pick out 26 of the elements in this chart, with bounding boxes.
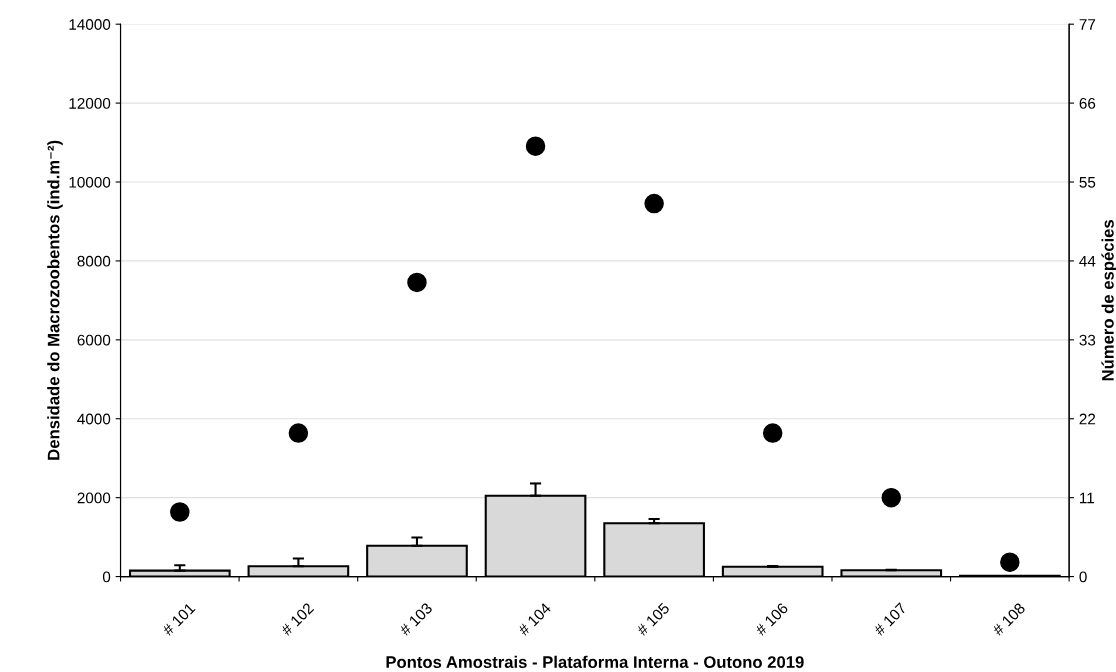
y-tick-label: 10000 [69,176,111,188]
x-tick-label: # 101 [161,602,196,637]
x-tick-label: # 107 [873,602,908,637]
x-tick-label: # 106 [754,602,789,637]
y2-tick-label: 33 [1079,334,1096,346]
y-tick-label: 14000 [69,19,111,30]
x-tick-label: # 105 [635,602,671,637]
y2-tick-label: 66 [1079,97,1096,109]
y2-tick-label: 0 [1079,571,1087,583]
y-tick-label: 6000 [77,334,111,346]
x-axis-title: Pontos Amostrais - Plataforma Interna - Outono 2019 [386,655,804,668]
x-tick-label: # 102 [280,602,315,637]
y2-tick-label: 77 [1079,19,1096,30]
y-tick-label: 0 [102,571,111,583]
x-tick-label: # 104 [517,602,552,637]
y2-tick-label: 22 [1079,413,1096,425]
x-tick-label: # 108 [991,602,1026,637]
x-tick-label: # 103 [398,602,433,637]
y-tick-label: 12000 [69,97,111,109]
y2-tick-label: 55 [1079,177,1096,188]
y-tick-label: 8000 [77,255,111,267]
y-tick-label: 2000 [77,492,111,504]
y-tick-label: 4000 [77,413,111,425]
y2-tick-label: 11 [1080,492,1094,504]
y2-tick-label: 44 [1079,255,1096,267]
y-axis-title: Densidade do Macrozoobentos (ind.m⁻²) [47,140,63,460]
